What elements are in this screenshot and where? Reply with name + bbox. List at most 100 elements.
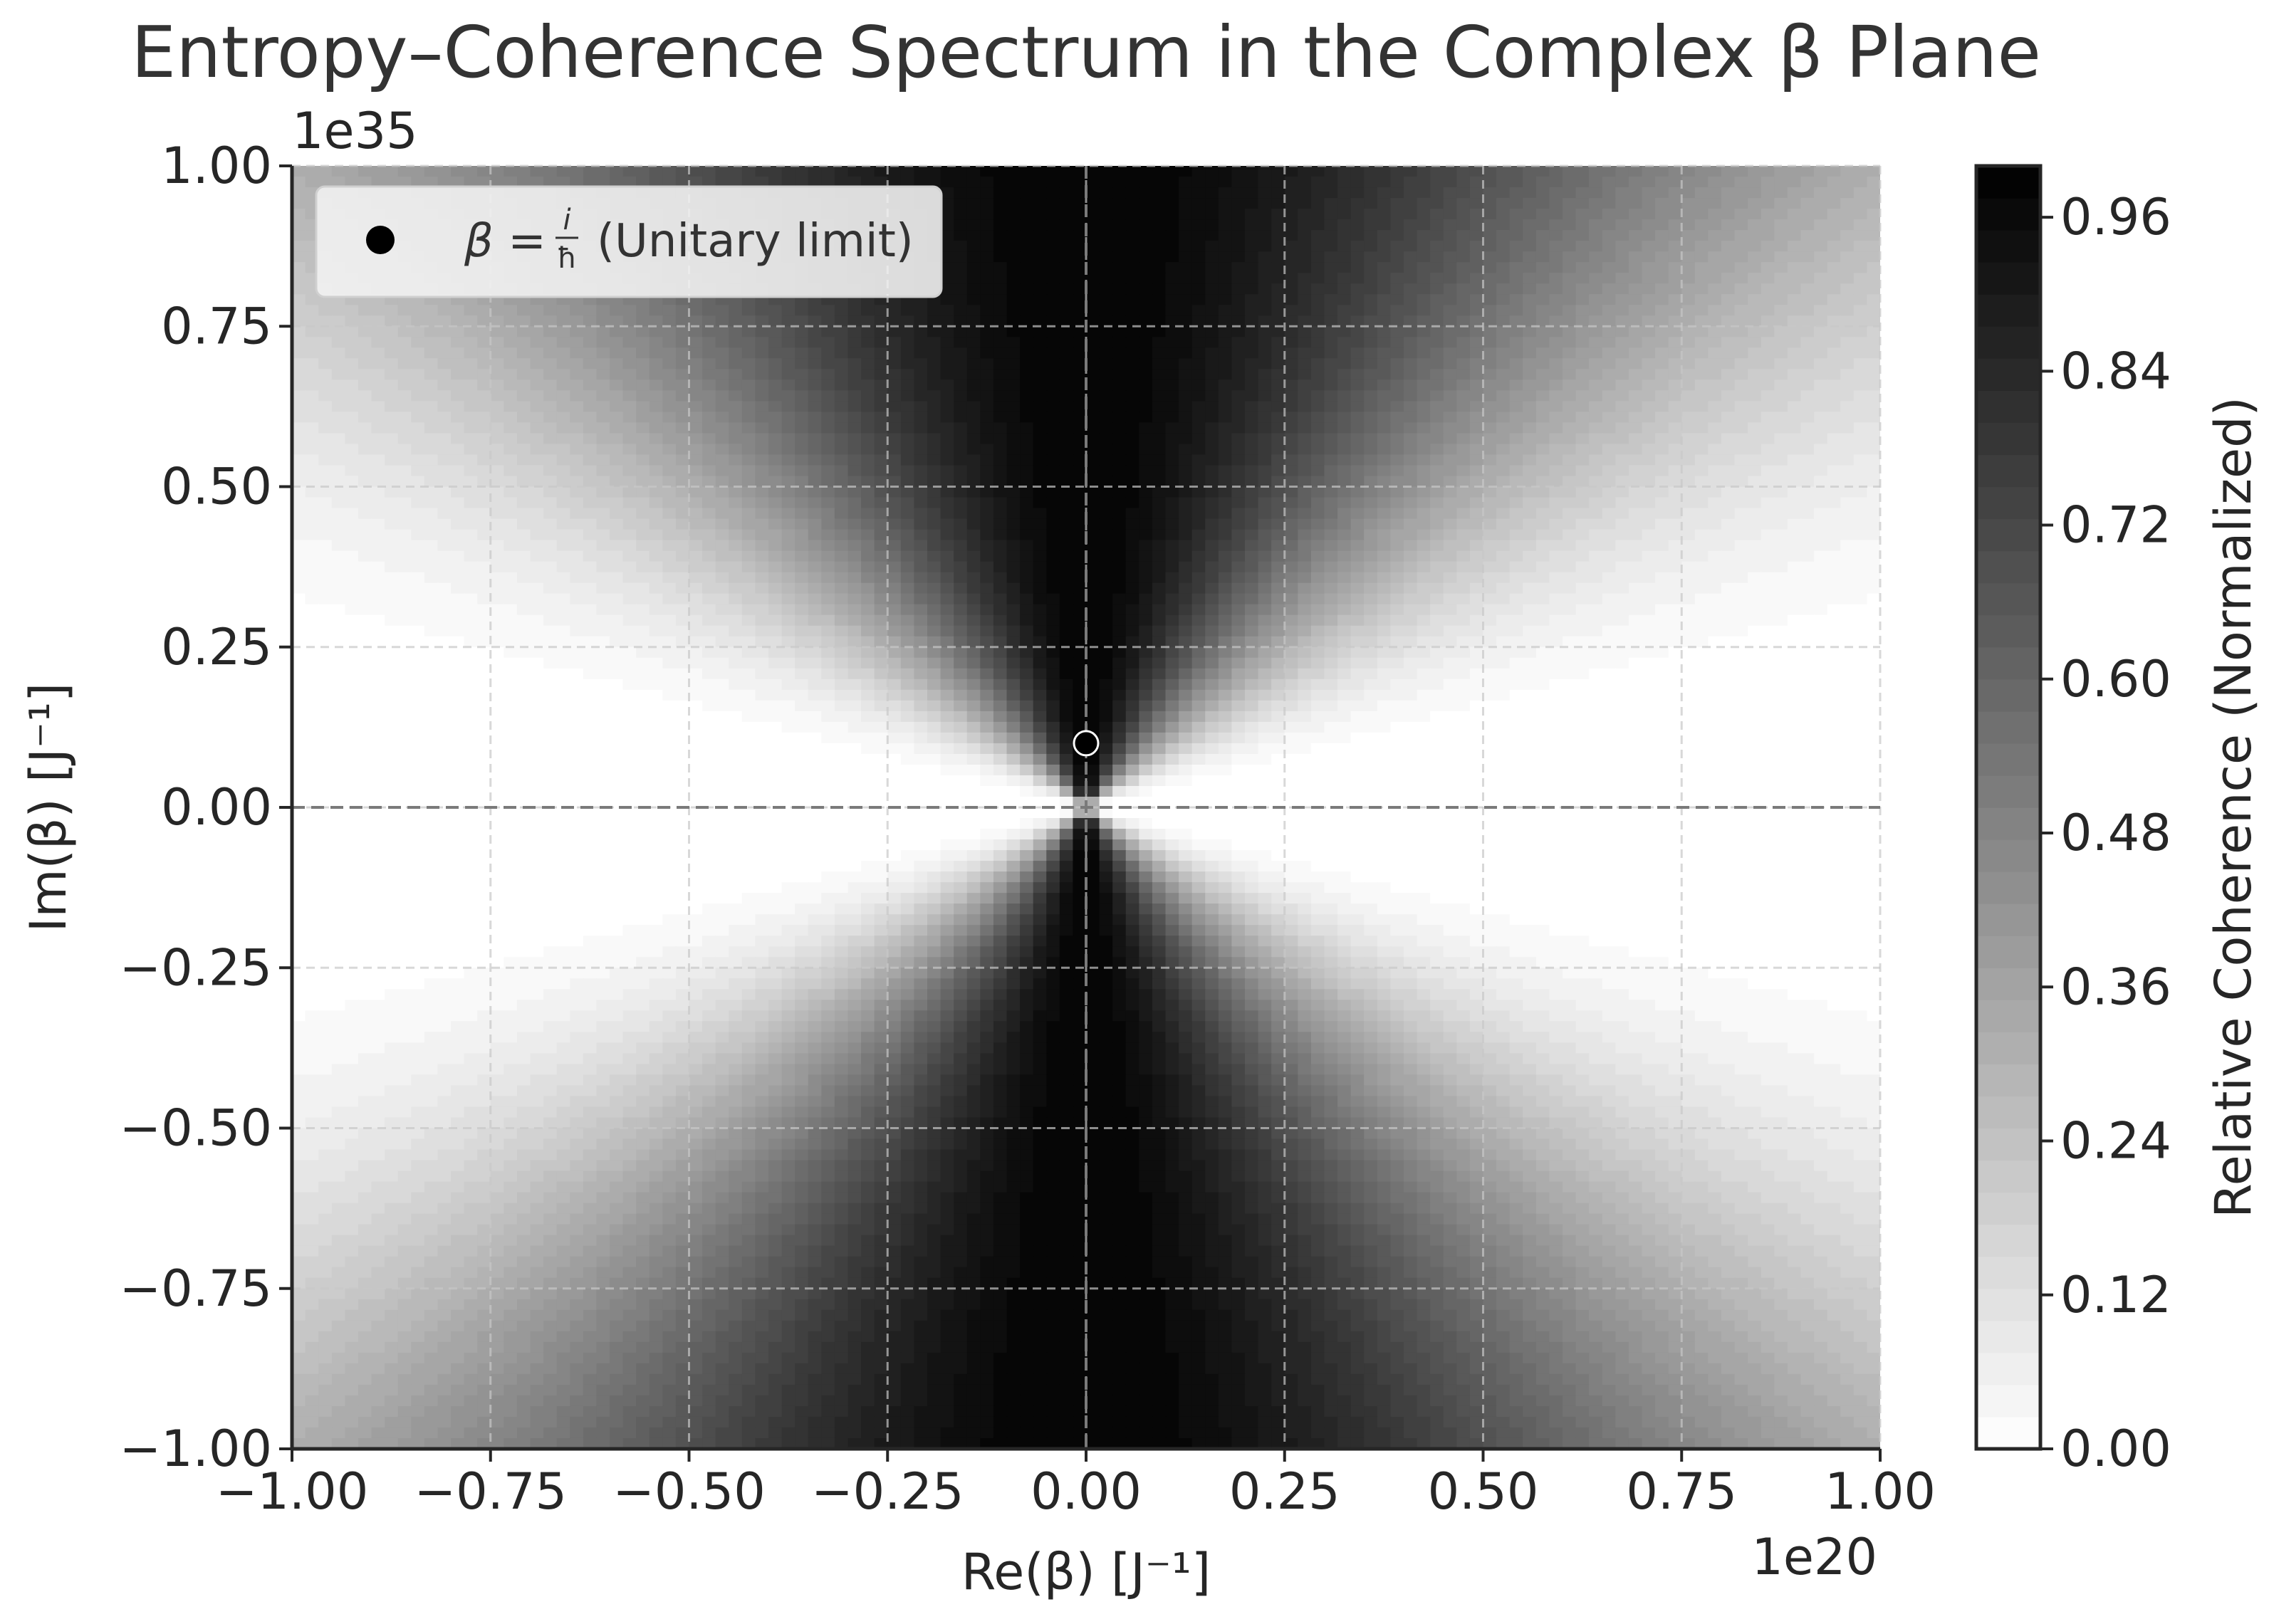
heatmap-cell (927, 369, 941, 381)
heatmap-cell (490, 561, 505, 573)
heatmap-cell (914, 572, 928, 584)
heatmap-cell (530, 529, 544, 541)
heatmap-cell (1059, 561, 1074, 573)
heatmap-cell (1284, 604, 1299, 616)
heatmap-cell (1245, 379, 1259, 392)
heatmap-cell (675, 422, 690, 434)
heatmap-cell (1668, 251, 1683, 263)
heatmap-cell (1642, 230, 1656, 241)
heatmap-cell (1496, 476, 1511, 488)
heatmap-cell (530, 358, 544, 370)
heatmap-cell (464, 433, 478, 445)
heatmap-cell (1152, 305, 1167, 317)
heatmap-cell (1271, 326, 1285, 338)
heatmap-cell (781, 379, 796, 392)
heatmap-cell (954, 582, 968, 594)
heatmap-cell (385, 347, 399, 360)
heatmap-cell (1734, 262, 1748, 273)
heatmap-cell (755, 347, 769, 360)
heatmap-cell (490, 518, 505, 530)
heatmap-cell (940, 390, 954, 402)
heatmap-cell (1509, 273, 1524, 284)
heatmap-cell (1073, 369, 1087, 381)
heatmap-cell (1708, 241, 1722, 252)
heatmap-cell (1483, 273, 1497, 284)
heatmap-cell (954, 444, 968, 456)
heatmap-cell (1310, 476, 1325, 488)
heatmap-cell (1020, 401, 1034, 413)
heatmap-cell (490, 337, 505, 349)
heatmap-cell (1337, 251, 1352, 263)
heatmap-cell (675, 305, 690, 317)
heatmap-cell (543, 358, 558, 370)
heatmap-cell (1284, 465, 1299, 477)
heatmap-cell (358, 465, 372, 477)
heatmap-cell (1310, 486, 1325, 498)
heatmap-cell (702, 582, 716, 594)
heatmap-cell (755, 305, 769, 317)
heatmap-cell (636, 508, 650, 520)
heatmap-cell (1099, 326, 1113, 338)
heatmap-cell (702, 508, 716, 520)
heatmap-cell (874, 358, 889, 370)
heatmap-cell (1086, 476, 1100, 488)
heatmap-cell (543, 561, 558, 573)
heatmap-cell (1099, 358, 1113, 370)
heatmap-cell (1681, 508, 1696, 520)
heatmap-cell (1152, 390, 1167, 402)
heatmap-cell (1310, 593, 1325, 605)
heatmap-cell (649, 369, 664, 381)
heatmap-cell (1324, 305, 1338, 317)
heatmap-cell (1152, 219, 1167, 231)
heatmap-cell (331, 529, 346, 541)
heatmap-cell (1642, 497, 1656, 509)
heatmap-cell (504, 454, 518, 466)
heatmap-cell (1218, 465, 1233, 477)
heatmap-cell (1853, 273, 1868, 284)
heatmap-cell (675, 337, 690, 349)
heatmap-cell (689, 550, 703, 562)
heatmap-cell (1417, 337, 1431, 349)
heatmap-cell (610, 337, 624, 349)
heatmap-cell (1708, 347, 1722, 360)
heatmap-cell (1668, 219, 1683, 231)
heatmap-cell (940, 476, 954, 488)
heatmap-cell (1191, 326, 1206, 338)
heatmap-cell (1231, 465, 1246, 477)
heatmap-cell (1218, 550, 1233, 562)
heatmap-cell (464, 476, 478, 488)
heatmap-cell (1469, 251, 1484, 263)
heatmap-cell (1840, 283, 1855, 295)
heatmap-cell (1191, 508, 1206, 520)
heatmap-cell (610, 422, 624, 434)
heatmap-cell (874, 177, 889, 188)
heatmap-cell (1205, 444, 1219, 456)
heatmap-cell (1139, 561, 1153, 573)
heatmap-cell (1563, 347, 1577, 360)
heatmap-cell (1721, 572, 1736, 584)
heatmap-cell (1139, 177, 1153, 188)
heatmap-cell (1708, 251, 1722, 263)
heatmap-cell (1642, 508, 1656, 520)
heatmap-cell (1867, 508, 1880, 520)
heatmap-cell (874, 444, 889, 456)
heatmap-cell (1509, 305, 1524, 317)
heatmap-cell (966, 550, 981, 562)
heatmap-cell (1549, 412, 1563, 424)
heatmap-cell (1231, 433, 1246, 445)
heatmap-cell (1046, 561, 1060, 573)
heatmap-cell (1073, 465, 1087, 477)
heatmap-cell (729, 593, 743, 605)
heatmap-cell (1046, 582, 1060, 594)
heatmap-cell (371, 465, 385, 477)
heatmap-cell (1694, 358, 1709, 370)
heatmap-cell (702, 593, 716, 605)
heatmap-cell (331, 465, 346, 477)
heatmap-cell (1350, 561, 1365, 573)
heatmap-cell (464, 401, 478, 413)
heatmap-cell (397, 390, 412, 402)
heatmap-cell (437, 465, 452, 477)
heatmap-cell (1509, 177, 1524, 188)
heatmap-cell (610, 604, 624, 616)
